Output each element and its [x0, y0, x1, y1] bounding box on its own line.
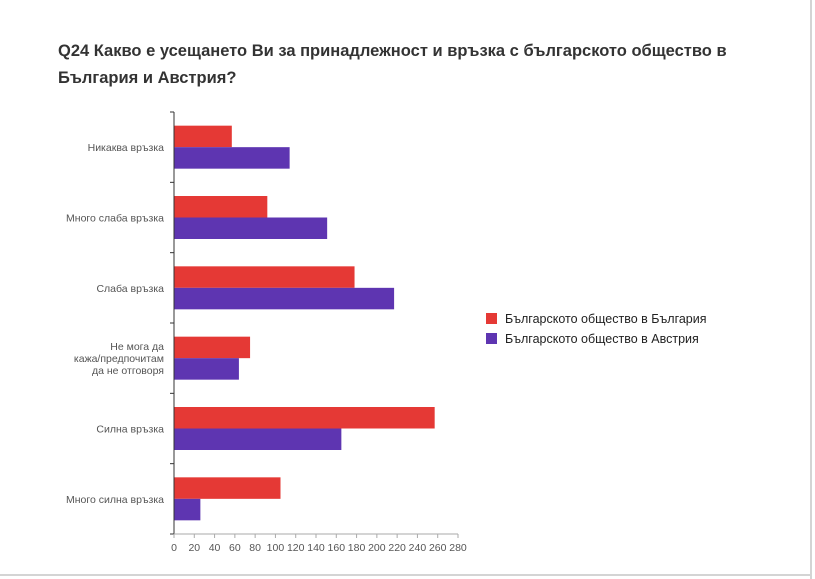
bar-series1-cat6 [174, 477, 281, 499]
legend-swatch-series1 [486, 313, 497, 324]
category-label: Много силна връзка [66, 494, 164, 506]
x-tick-label: 240 [409, 542, 427, 554]
x-tick-label: 200 [368, 542, 386, 554]
x-tick-label: 260 [429, 542, 447, 554]
legend-swatch-series2 [486, 333, 497, 344]
x-tick-label: 120 [287, 542, 305, 554]
bar-series2-cat5 [174, 428, 342, 450]
category-label: Не мога да кажа/предпочитам да не отговоря [74, 341, 164, 377]
bar-series1-cat5 [174, 407, 435, 429]
x-tick-label: 160 [328, 542, 346, 554]
bar-series2-cat1 [174, 147, 290, 169]
bar-series1-cat4 [174, 336, 251, 359]
legend-label-series1: Българското общество в България [505, 312, 707, 326]
category-label-line: Не мога да [110, 341, 164, 353]
category-label-line: кажа/предпочитам [74, 353, 164, 365]
x-tick-label: 180 [348, 542, 366, 554]
category-label-line: Слаба връзка [96, 283, 164, 295]
category-label-line: да не отговоря [92, 365, 164, 377]
category-label: Силна връзка [96, 424, 164, 436]
bar-series2-cat2 [174, 217, 328, 239]
category-label-line: Силна връзка [96, 424, 164, 436]
x-tick-label: 220 [388, 542, 406, 554]
frame-bottom-edge [0, 574, 812, 576]
x-tick-label: 280 [449, 542, 467, 554]
x-tick-label: 140 [307, 542, 325, 554]
x-tick-label: 100 [267, 542, 285, 554]
bar-series1-cat2 [174, 196, 268, 218]
bar-series2-cat6 [174, 498, 201, 521]
legend-label-series2: Българското общество в Австрия [505, 332, 699, 346]
chart-title: Q24 Какво е усещането Ви за принадлежнос… [58, 42, 727, 87]
category-label-line: Много силна връзка [66, 494, 164, 506]
category-label: Много слаба връзка [66, 213, 164, 225]
bar-series2-cat4 [174, 358, 239, 380]
x-tick-label: 20 [188, 542, 200, 554]
x-tick-label: 80 [249, 542, 261, 554]
x-tick-label: 60 [229, 542, 241, 554]
bar-series1-cat1 [174, 125, 232, 148]
x-tick-label: 0 [171, 542, 177, 554]
category-label: Слаба връзка [96, 283, 164, 295]
frame-right-edge [810, 0, 812, 579]
category-label: Никаква връзка [88, 142, 165, 154]
category-label-line: Никаква връзка [88, 142, 165, 154]
x-tick-label: 40 [209, 542, 221, 554]
bar-series1-cat3 [174, 266, 355, 288]
bar-series2-cat3 [174, 287, 395, 310]
category-label-line: Много слаба връзка [66, 213, 164, 225]
